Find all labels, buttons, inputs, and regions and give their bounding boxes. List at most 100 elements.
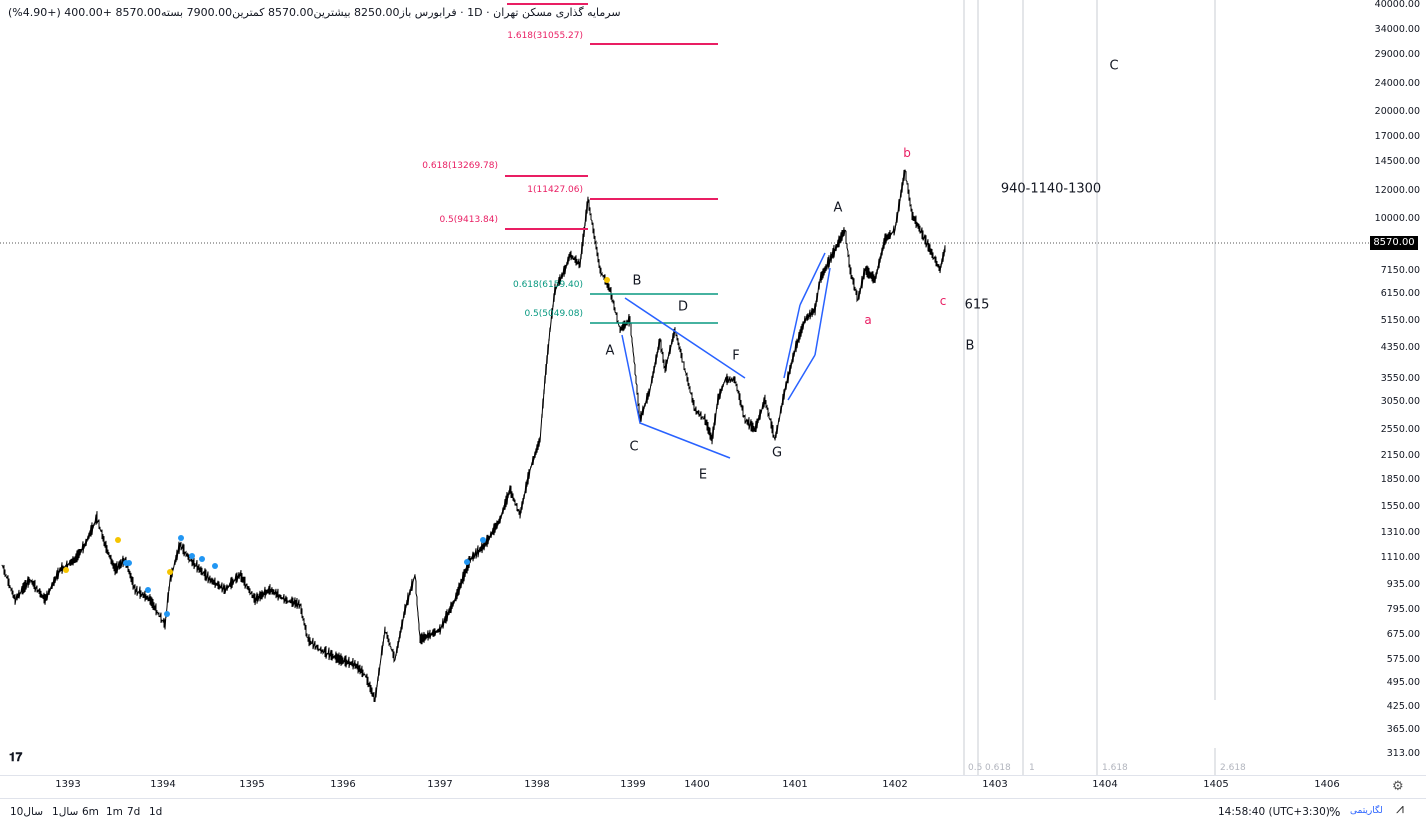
range-button[interactable]: 6m: [82, 806, 99, 818]
price-tick: 10000.00: [1374, 213, 1420, 225]
change-pct: (+4.90%): [8, 6, 61, 19]
exchange: فرابورس: [414, 6, 457, 19]
symbol-title: سرمایه گذاری مسکن تهران: [493, 6, 621, 19]
wave-label: B: [632, 273, 642, 289]
range-button[interactable]: 1d: [149, 806, 163, 818]
settings-gear-icon[interactable]: ⚙: [1392, 779, 1404, 794]
signal-dot-blue: [126, 560, 132, 566]
price-tick: 29000.00: [1374, 48, 1420, 60]
log-toggle[interactable]: لگاریتمی: [1350, 806, 1383, 816]
price-tick: 20000.00: [1374, 106, 1420, 118]
time-tick: 1395: [239, 779, 265, 790]
signal-dot-yellow: [63, 567, 69, 573]
price-tick: 3550.00: [1380, 372, 1420, 384]
range-button[interactable]: 1سال: [52, 806, 79, 818]
range-button[interactable]: 7d: [127, 806, 141, 818]
trend-line: [621, 334, 641, 424]
trend-line: [814, 267, 831, 356]
tradingview-logo: 𝟏𝟕: [9, 750, 23, 764]
price-tick: 40000.00: [1374, 0, 1420, 10]
wave-label: G: [771, 445, 783, 461]
time-tick: 1404: [1092, 779, 1118, 790]
wave-label: E: [698, 467, 708, 483]
time-tick: 1401: [782, 779, 808, 790]
time-tick: 1402: [882, 779, 908, 790]
signal-dot-yellow: [604, 277, 610, 283]
price-tick: 17000.00: [1374, 131, 1420, 143]
fib-label: 0.618(6159.40): [512, 280, 583, 290]
time-tick: 1399: [620, 779, 646, 790]
time-tick: 1396: [330, 779, 356, 790]
high-label: بیشترین: [313, 6, 351, 19]
time-axis[interactable]: [0, 775, 1426, 798]
signal-dot-blue: [164, 611, 170, 617]
signal-dot-blue: [178, 535, 184, 541]
price-tick: 2150.00: [1380, 450, 1420, 462]
wave-label: C: [629, 439, 639, 455]
time-tick: 1398: [524, 779, 550, 790]
wave-label: B: [965, 338, 975, 354]
clock: 14:58:40 (UTC+3:30): [1218, 806, 1330, 818]
price-tick: 12000.00: [1374, 184, 1420, 196]
fib-time-label: 0.5: [968, 763, 982, 773]
price-tick: 14500.00: [1374, 155, 1420, 167]
open-value: 8250.00: [354, 6, 400, 19]
range-button[interactable]: 10سال: [10, 806, 44, 818]
low-value: 7900.00: [186, 6, 233, 19]
wave-label: 615: [964, 297, 990, 313]
price-tick: 675.00: [1386, 629, 1420, 641]
price-chart[interactable]: 0.5 0.618 1 1.618 2.618: [0, 0, 1426, 775]
signal-dot-yellow: [167, 569, 173, 575]
price-tick: 6150.00: [1380, 288, 1420, 300]
fib-time-label: 1.618: [1102, 763, 1128, 773]
price-tick: 313.00: [1386, 747, 1420, 759]
interval[interactable]: 1D: [467, 6, 483, 19]
signal-dot-blue: [480, 537, 486, 543]
price-tick: 365.00: [1386, 724, 1420, 736]
price-series: [1, 169, 946, 702]
price-tick: 795.00: [1386, 603, 1420, 615]
price-tick: 495.00: [1386, 677, 1420, 689]
change-value: +400.00: [64, 6, 112, 19]
time-tick: 1405: [1203, 779, 1229, 790]
price-tick: 3050.00: [1380, 396, 1420, 408]
fib-label: 1(11427.06): [527, 185, 583, 195]
last-price-tag: 8570.00: [1370, 236, 1418, 250]
price-tick: 24000.00: [1374, 77, 1420, 89]
price-tick: 7150.00: [1380, 264, 1420, 276]
signal-dot-blue: [145, 587, 151, 593]
wave-label: D: [677, 299, 689, 315]
range-button[interactable]: 1m: [106, 806, 123, 818]
time-tick: 1394: [150, 779, 176, 790]
signal-dot-yellow: [115, 537, 121, 543]
trend-line: [787, 354, 816, 401]
fib-time-label: 2.618: [1220, 763, 1246, 773]
close-value: 8570.00: [115, 6, 161, 19]
fib-label: 1.618(31055.27): [507, 31, 583, 41]
low-label: کمترین: [232, 6, 265, 19]
trend-line: [783, 304, 801, 379]
price-tick: 575.00: [1386, 653, 1420, 665]
price-tick: 1850.00: [1380, 473, 1420, 485]
wave-label: A: [605, 343, 615, 359]
wave-label: C: [1109, 58, 1119, 74]
time-tick: 1403: [982, 779, 1008, 790]
time-tick: 1393: [55, 779, 81, 790]
symbol-header: سرمایه گذاری مسکن تهران · 1D · فرابورس ب…: [8, 6, 621, 19]
price-tick: 425.00: [1386, 700, 1420, 712]
wave-label-small: b: [903, 146, 911, 160]
signal-dot-blue: [189, 553, 195, 559]
time-tick: 1397: [427, 779, 453, 790]
wave-label: A: [833, 200, 843, 216]
wave-label: F: [732, 348, 740, 364]
price-tick: 1110.00: [1380, 552, 1420, 564]
open-label: باز: [399, 6, 412, 19]
price-tick: 1310.00: [1380, 526, 1420, 538]
drawing-pattern-icon[interactable]: ⩘: [1396, 801, 1404, 817]
percent-toggle[interactable]: %: [1329, 805, 1341, 819]
price-tick: 4350.00: [1380, 341, 1420, 353]
time-tick: 1406: [1314, 779, 1340, 790]
wave-label-small: c: [939, 294, 947, 308]
close-label: بسته: [160, 6, 184, 19]
trend-line: [639, 422, 731, 459]
